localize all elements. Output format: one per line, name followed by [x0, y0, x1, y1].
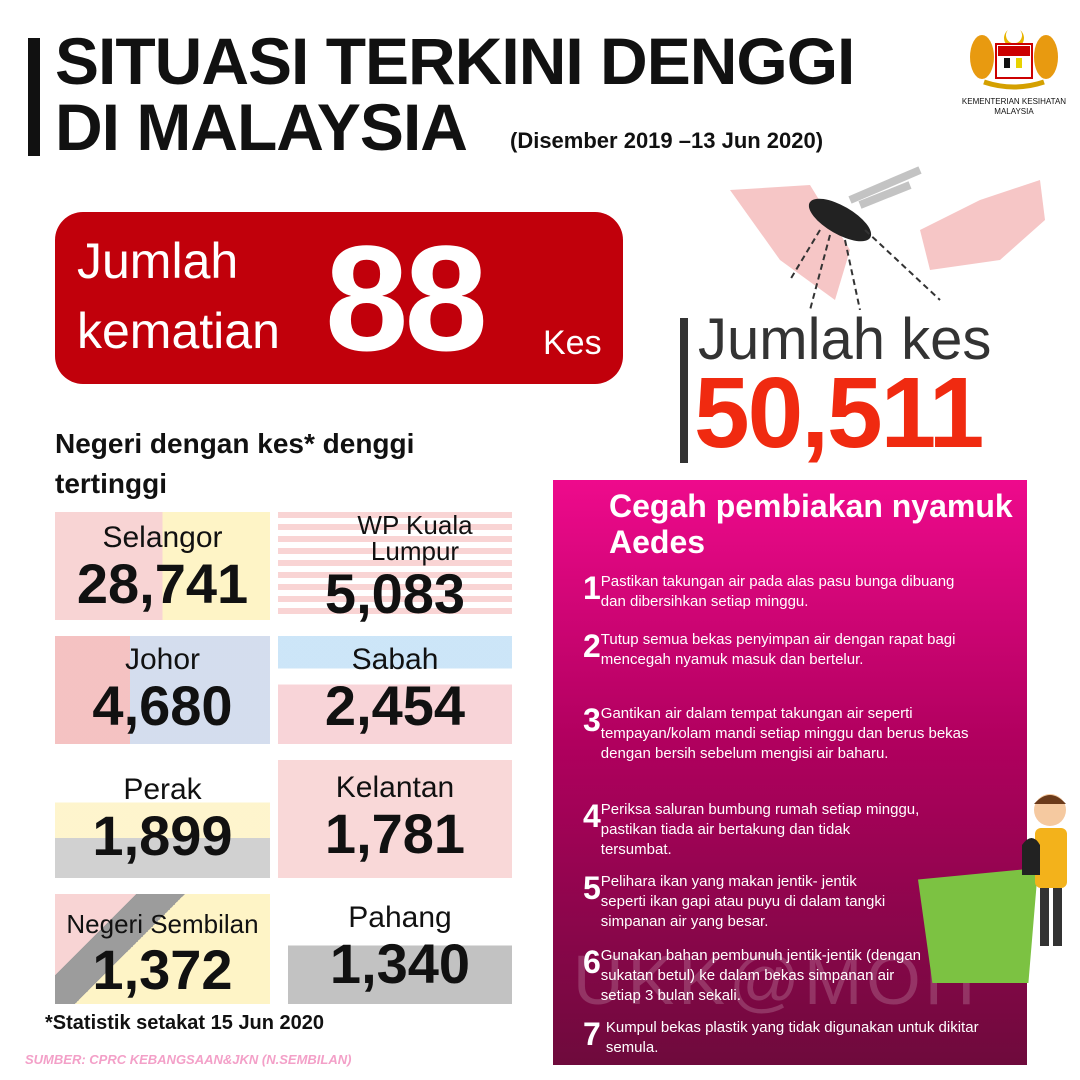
total-cases-accent-bar [680, 318, 688, 463]
ministry-logo: KEMENTERIAN KESIHATAN MALAYSIA [958, 22, 1070, 117]
tip-text: Pastikan takungan air pada alas pasu bun… [600, 573, 955, 610]
prevention-tip: 4 Periksa saluran bumbung rumah setiap mi… [583, 800, 923, 860]
state-case-count: 1,781 [324, 802, 466, 865]
state-name: Negeri Sembilan [66, 909, 259, 939]
malaysia-map-mosquito-illustration [730, 166, 1045, 310]
tip-number: 2 [583, 628, 601, 664]
state-case-count: 2,454 [324, 674, 466, 737]
tip-number: 6 [583, 944, 601, 980]
tip-text: Kumpul bekas plastik yang tidak digunaka… [605, 1019, 979, 1056]
prevention-title: Cegah pembiakan nyamuk Aedes [609, 488, 1013, 560]
coat-of-arms-icon [970, 30, 1058, 90]
boy-illustration [1022, 794, 1067, 946]
tip-number: 3 [583, 702, 601, 738]
prevention-tip: 6 Gunakan bahan pembunuh jentik-jentik (d… [583, 946, 923, 1006]
pahang-flag [288, 898, 512, 1004]
total-cases-label: Jumlah kes [698, 307, 992, 372]
state-card-perak: Perak 1,899 [55, 770, 270, 878]
tip-number: 5 [583, 870, 601, 906]
death-label-line2: kematian [77, 303, 280, 359]
state-name: WP Kuala Lumpur [357, 510, 473, 566]
tip-number: 7 [583, 1016, 601, 1052]
page-title-line2: DI MALAYSIA [55, 90, 468, 164]
state-case-count: 1,372 [92, 938, 233, 1001]
state-card-kuala-lumpur: WP Kuala Lumpur 5,083 [278, 510, 512, 624]
state-card-sabah: Sabah 2,454 [278, 636, 512, 744]
death-label-line1: Jumlah [77, 233, 239, 289]
statistics-footnote: *Statistik setakat 15 Jun 2020 [45, 1012, 325, 1034]
title-accent-bar [28, 38, 40, 156]
total-cases-value: 50,511 [694, 357, 984, 469]
sabah-flag [278, 636, 512, 744]
state-name: Pahang [348, 901, 452, 934]
source-credit: SUMBER: CPRC KEBANGSAAN&JKN (N.SEMBILAN) [25, 1052, 352, 1067]
state-name: Sabah [351, 643, 439, 676]
tip-number: 1 [583, 570, 601, 606]
state-case-count: 5,083 [324, 562, 466, 625]
state-name: Perak [123, 773, 202, 806]
state-case-count: 1,899 [92, 804, 233, 867]
death-count-unit: Kes [543, 324, 602, 362]
state-card-johor: Johor 4,680 [55, 636, 270, 744]
prevention-tip: 5 Pelihara ikan yang makan jentik- jentik… [583, 872, 903, 932]
page-title-line1: SITUASI TERKINI DENGGI [55, 24, 855, 98]
date-range: (Disember 2019 –13 Jun 2020) [510, 128, 824, 153]
tip-text: Gunakan bahan pembunuh jentik-jentik (de… [600, 947, 922, 1004]
negeri-sembilan-flag [55, 894, 270, 1004]
prevention-tip: 1 Pastikan takungan air pada alas pasu bu… [583, 572, 983, 612]
tip-text: Gantikan air dalam tempat takungan air s… [600, 705, 969, 762]
state-card-kelantan: Kelantan 1,781 [278, 760, 512, 878]
state-card-negeri-sembilan: Negeri Sembilan 1,372 [55, 894, 270, 1004]
state-case-count: 28,741 [76, 552, 249, 615]
tip-number: 4 [583, 798, 601, 834]
state-name: Selangor [102, 521, 223, 554]
prevention-tip: 2 Tutup semua bekas penyimpan air dengan … [583, 630, 983, 670]
prevention-panel: UKK@MOH Cegah pembiakan nyamuk Aedes 1 Pa… [553, 480, 1027, 1065]
state-case-count: 1,340 [329, 932, 471, 995]
tip-text: Tutup semua bekas penyimpan air dengan r… [600, 631, 956, 668]
state-card-selangor: Selangor 28,741 [55, 512, 270, 620]
watermark: UKK@MOH [573, 941, 980, 1019]
kuala-lumpur-flag [278, 512, 512, 620]
states-section-title: Negeri dengan kes* denggi tertinggi [55, 428, 415, 499]
prevention-tip: 3 Gantikan air dalam tempat takungan air … [583, 704, 983, 764]
tip-text: Periksa saluran bumbung rumah setiap min… [600, 801, 920, 858]
tip-text: Pelihara ikan yang makan jentik- jentik … [600, 873, 886, 930]
death-count-value: 88 [325, 214, 488, 382]
state-card-pahang: Pahang 1,340 [288, 898, 512, 1004]
prevention-tip: 7 Kumpul bekas plastik yang tidak digunak… [583, 1018, 983, 1058]
state-name: Johor [124, 643, 201, 676]
state-case-count: 4,680 [92, 674, 233, 737]
recycle-bin-illustration [918, 868, 1038, 983]
logo-caption: KEMENTERIAN KESIHATAN MALAYSIA [961, 97, 1067, 116]
death-count-card: Jumlah kematian 88 Kes [55, 212, 623, 384]
perak-flag [55, 770, 270, 878]
selangor-flag [55, 512, 270, 620]
johor-flag [55, 636, 270, 744]
kelantan-flag [278, 760, 512, 878]
state-name: Kelantan [335, 771, 455, 804]
